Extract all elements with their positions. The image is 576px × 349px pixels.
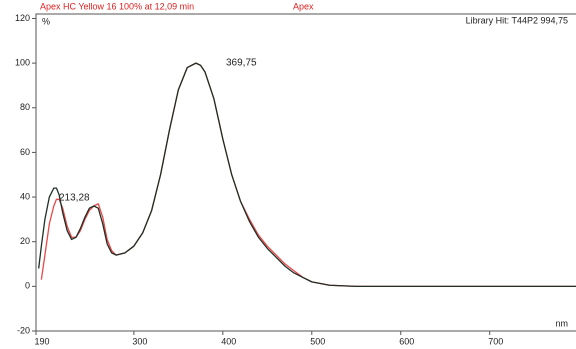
- x-tick-label: 700: [488, 336, 503, 346]
- library-hit: Library Hit: T44P2 994,75: [466, 15, 568, 25]
- x-tick-label: 190: [34, 336, 49, 346]
- y-tick-label: 120: [15, 13, 30, 23]
- y-axis-label: %: [42, 16, 50, 26]
- peak-annotation: 369,75: [226, 58, 257, 69]
- x-tick-label: 500: [310, 336, 325, 346]
- x-tick-label: 300: [132, 336, 147, 346]
- chart-subtitle: Apex: [293, 1, 314, 11]
- series-line: [38, 62, 576, 287]
- plot-frame: [35, 13, 576, 332]
- x-tick-label: 600: [399, 336, 414, 346]
- y-tick-label: 0: [25, 281, 30, 291]
- y-tick-label: 40: [20, 191, 30, 201]
- x-tick-label: 400: [221, 336, 236, 346]
- y-tick-label: 80: [20, 102, 30, 112]
- x-axis-label: nm: [555, 318, 568, 328]
- series-line: [40, 62, 576, 287]
- y-tick-label: -20: [17, 325, 30, 335]
- chart-title: Apex HC Yellow 16 100% at 12,09 min: [40, 1, 194, 11]
- y-tick-label: 100: [15, 57, 30, 67]
- y-tick-label: 60: [20, 147, 30, 157]
- y-tick-label: 20: [20, 236, 30, 246]
- peak-annotation: 213,28: [59, 193, 90, 204]
